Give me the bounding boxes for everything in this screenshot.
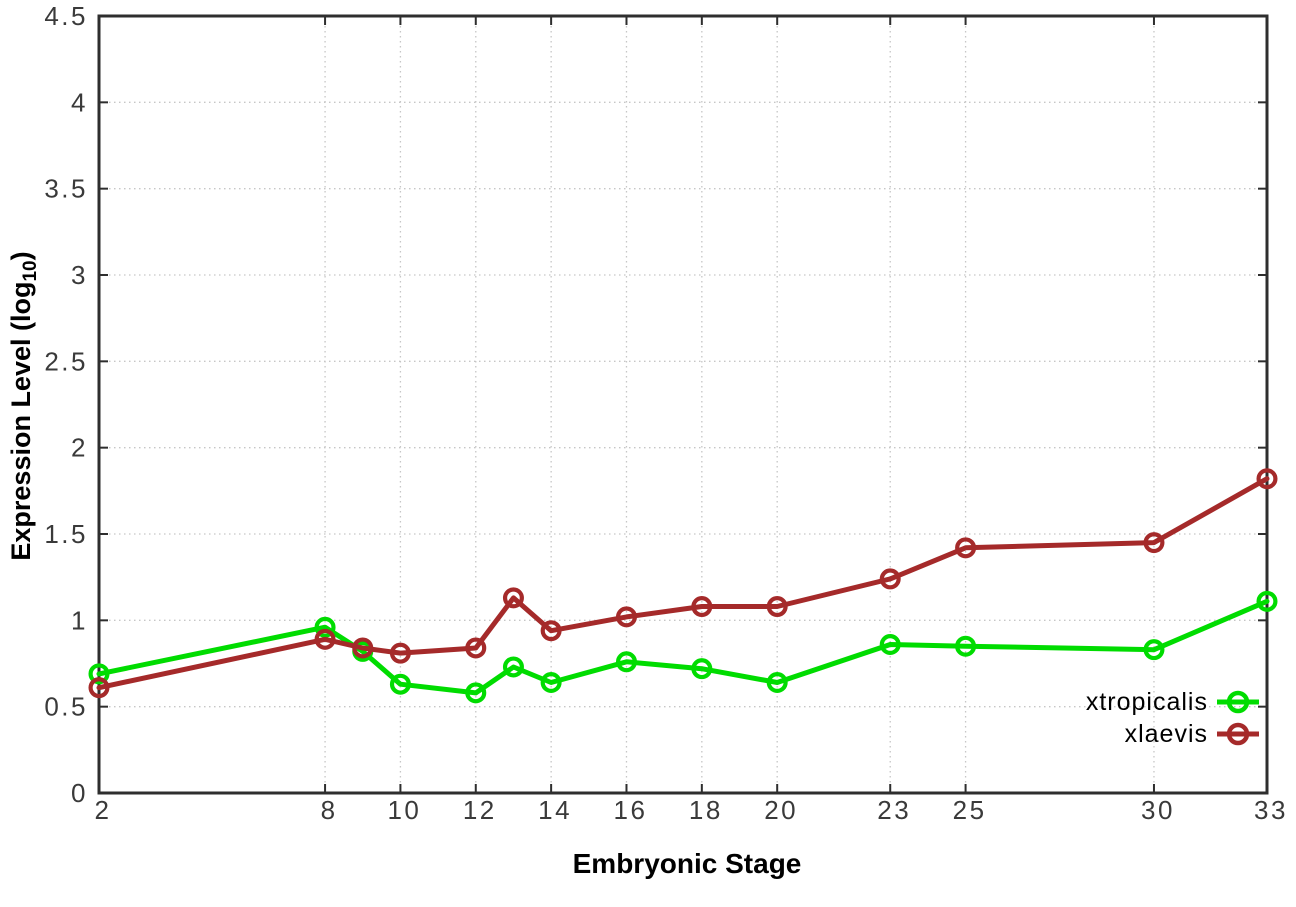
y-axis-title-subscript: 10 (20, 260, 41, 282)
x-tick-label: 2 (95, 795, 112, 825)
data-point-xlaevis (691, 596, 713, 618)
y-tick-label: 4.5 (44, 1, 88, 31)
data-point-xlaevis (540, 620, 562, 642)
y-axis-title-suffix: ) (6, 251, 36, 261)
x-tick-label: 16 (614, 795, 648, 825)
x-tick-label: 25 (953, 795, 987, 825)
legend-marker-xtropicalis (1226, 690, 1250, 714)
data-point-xlaevis (1256, 468, 1278, 490)
y-tick-label: 2 (71, 433, 88, 463)
y-tick-label: 2.5 (44, 346, 88, 376)
data-point-xlaevis (389, 642, 411, 664)
legend-label-xlaevis: xlaevis (1125, 720, 1208, 748)
data-point-xlaevis (88, 677, 110, 699)
data-point-xtropicalis (465, 682, 487, 704)
data-point-xtropicalis (88, 663, 110, 685)
data-point-xlaevis (766, 596, 788, 618)
data-point-xtropicalis (1143, 639, 1165, 661)
x-tick-label: 33 (1254, 795, 1288, 825)
x-tick-label: 10 (387, 795, 421, 825)
y-tick-label: 1 (71, 605, 88, 635)
data-point-xtropicalis (540, 671, 562, 693)
data-point-xtropicalis (766, 671, 788, 693)
data-point-xtropicalis (1256, 590, 1278, 612)
data-point-xlaevis (465, 637, 487, 659)
x-tick-label: 20 (764, 795, 798, 825)
y-tick-label: 0 (71, 778, 88, 808)
legend-marker-xlaevis (1226, 722, 1250, 746)
data-point-xtropicalis (955, 635, 977, 657)
x-tick-label: 30 (1141, 795, 1175, 825)
data-point-xlaevis (879, 568, 901, 590)
y-axis-title: Expression Level (log10) (6, 251, 42, 560)
data-point-xlaevis (615, 606, 637, 628)
data-point-xlaevis (1143, 532, 1165, 554)
data-point-xtropicalis (615, 651, 637, 673)
data-point-xtropicalis (314, 616, 336, 638)
y-tick-label: 4 (71, 87, 88, 117)
y-tick-label: 3.5 (44, 174, 88, 204)
x-axis-title: Embryonic Stage (572, 848, 802, 879)
data-point-xlaevis (314, 628, 336, 650)
data-point-xlaevis (955, 537, 977, 559)
y-tick-label: 1.5 (44, 519, 88, 549)
data-point-xlaevis (352, 637, 374, 659)
legend-label-xtropicalis: xtropicalis (1086, 688, 1208, 716)
y-tick-label: 0.5 (44, 692, 88, 722)
x-tick-label: 14 (538, 795, 572, 825)
plot-border (97, 14, 1269, 795)
data-point-xtropicalis (691, 658, 713, 680)
data-point-xtropicalis (502, 656, 524, 678)
y-axis-title-text: Expression Level (log (6, 281, 36, 561)
data-point-xlaevis (502, 587, 524, 609)
data-point-xtropicalis (879, 634, 901, 656)
x-tick-label: 18 (689, 795, 723, 825)
x-tick-label: 8 (321, 795, 338, 825)
series-line-xlaevis (96, 476, 1270, 691)
series-line-xtropicalis (96, 598, 1270, 696)
data-point-xtropicalis (389, 673, 411, 695)
x-tick-label: 12 (463, 795, 497, 825)
x-tick-label: 23 (877, 795, 911, 825)
y-tick-label: 3 (71, 260, 88, 290)
